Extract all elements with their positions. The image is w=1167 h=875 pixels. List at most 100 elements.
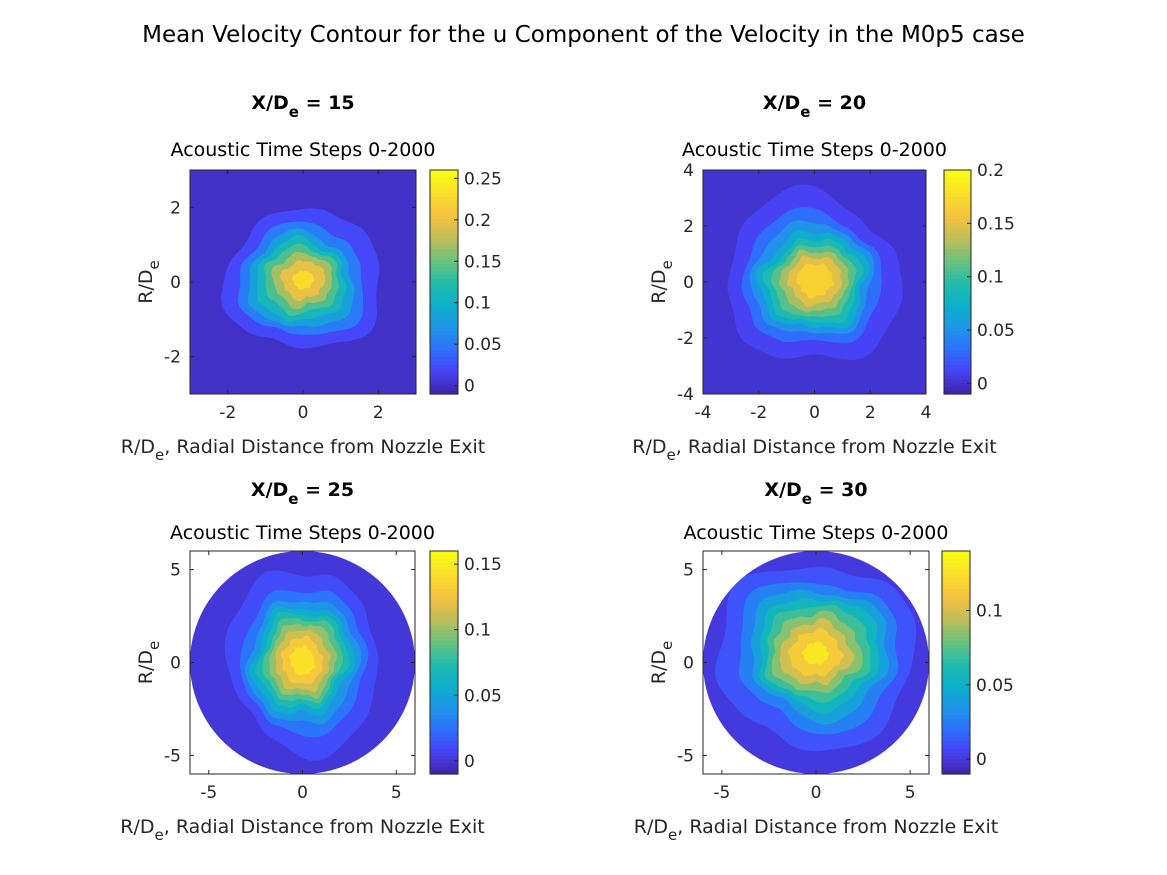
colorbar-tick-label: 0 bbox=[977, 374, 988, 394]
colorbar-segment bbox=[430, 289, 458, 294]
colorbar-segment bbox=[430, 308, 458, 313]
colorbar: 0 0.05 0.1 0.15 0.2 0.25 bbox=[429, 169, 502, 397]
colorbar-segment bbox=[942, 595, 970, 600]
colorbar-segment bbox=[942, 736, 970, 742]
colorbar-segment bbox=[942, 751, 970, 757]
colorbar-segment bbox=[944, 352, 971, 358]
colorbar-segment bbox=[944, 334, 971, 339]
subplot-4: -5 0 5 -5 0 5 X/De = 30 Acoustic Time Steps 0-2… bbox=[634, 479, 1014, 844]
colorbar-segment bbox=[942, 710, 970, 716]
colorbar-segment bbox=[430, 610, 458, 615]
colorbar-segment bbox=[944, 371, 971, 376]
colorbar-segment bbox=[942, 551, 970, 556]
colorbar-segment bbox=[944, 382, 971, 388]
colorbar-segment bbox=[430, 580, 458, 586]
x-axis-label: R/De, Radial Distance from Nozzle Exit bbox=[634, 816, 998, 844]
contour-field bbox=[703, 551, 929, 774]
colorbar-segment bbox=[430, 382, 458, 388]
colorbar-segment bbox=[942, 703, 970, 708]
colorbar-segment bbox=[430, 684, 458, 690]
colorbar-segment bbox=[942, 558, 970, 563]
colorbar-segment bbox=[942, 599, 970, 604]
colorbar-segment bbox=[944, 289, 971, 294]
y-tick-label: -2 bbox=[164, 348, 181, 368]
colorbar-segment bbox=[430, 214, 458, 220]
colorbar-segment bbox=[944, 300, 971, 305]
colorbar-segment bbox=[942, 658, 970, 664]
colorbar-segment bbox=[944, 214, 971, 220]
colorbar-segment bbox=[942, 695, 970, 701]
colorbar-segment bbox=[430, 714, 458, 719]
colorbar-segment bbox=[430, 692, 458, 697]
colorbar-segment bbox=[430, 341, 458, 347]
colorbar-frame bbox=[429, 550, 459, 775]
subplot-subtitle: Acoustic Time Steps 0-2000 bbox=[171, 139, 436, 161]
colorbar-segment bbox=[944, 326, 971, 332]
colorbar-frame bbox=[429, 169, 459, 395]
colorbar-segment bbox=[944, 181, 971, 186]
colorbar-segment bbox=[430, 681, 458, 686]
colorbar-tick-label: 0 bbox=[464, 377, 475, 397]
colorbar-segment bbox=[430, 673, 458, 678]
colorbar-segment bbox=[430, 629, 458, 634]
colorbar-segment bbox=[944, 255, 971, 261]
colorbar-segment bbox=[944, 367, 971, 373]
colorbar-segment bbox=[430, 173, 458, 179]
colorbar-segment bbox=[430, 240, 458, 246]
colorbar-segment bbox=[944, 192, 971, 197]
y-axis-label: R/De bbox=[135, 641, 163, 684]
colorbar-segment bbox=[430, 267, 458, 272]
colorbar-segment bbox=[430, 371, 458, 376]
colorbar-segment bbox=[944, 240, 971, 246]
colorbar-segment bbox=[430, 270, 458, 276]
colorbar-segment bbox=[430, 326, 458, 332]
subplot-subtitle: Acoustic Time Steps 0-2000 bbox=[684, 522, 949, 544]
x-tick-label: -2 bbox=[750, 403, 767, 423]
colorbar-segment bbox=[430, 255, 458, 261]
colorbar-segment bbox=[430, 573, 458, 578]
y-axis-label: R/De bbox=[648, 641, 676, 684]
colorbar-segment bbox=[430, 222, 458, 227]
subplot-title: X/De = 25 bbox=[251, 479, 354, 508]
colorbar-segment bbox=[944, 345, 971, 350]
x-tick-label: 5 bbox=[905, 783, 916, 803]
y-tick-label: 4 bbox=[683, 161, 694, 181]
colorbar-segment bbox=[430, 375, 458, 380]
colorbar-segment bbox=[944, 229, 971, 235]
colorbar-segment bbox=[942, 762, 970, 768]
colorbar-segment bbox=[942, 629, 970, 634]
colorbar-segment bbox=[430, 599, 458, 604]
colorbar-segment bbox=[430, 759, 458, 764]
colorbar-segment bbox=[942, 655, 970, 660]
colorbar: 0 0.05 0.1 bbox=[941, 550, 1014, 775]
colorbar-segment bbox=[942, 632, 970, 638]
colorbar-tick-label: 0.25 bbox=[464, 169, 502, 189]
colorbar-segment bbox=[430, 603, 458, 608]
colorbar-segment bbox=[430, 740, 458, 745]
colorbar-segment bbox=[944, 211, 971, 216]
colorbar-segment bbox=[942, 740, 970, 745]
colorbar-segment bbox=[944, 248, 971, 253]
colorbar-segment bbox=[430, 390, 458, 395]
colorbar-segment bbox=[430, 360, 458, 365]
colorbar: 0 0.05 0.1 0.15 0.2 bbox=[943, 161, 1015, 395]
y-axis-label: R/De bbox=[135, 260, 163, 303]
colorbar-segment bbox=[944, 296, 971, 302]
colorbar-segment bbox=[430, 237, 458, 242]
y-tick-label: 5 bbox=[683, 561, 694, 581]
x-axis-label: R/De, Radial Distance from Nozzle Exit bbox=[121, 436, 485, 464]
colorbar-segment bbox=[944, 278, 971, 283]
colorbar-segment bbox=[944, 360, 971, 365]
colorbar-segment bbox=[944, 304, 971, 309]
colorbar-tick-label: 0 bbox=[464, 752, 475, 772]
colorbar-segment bbox=[942, 640, 970, 645]
colorbar-frame bbox=[941, 550, 971, 775]
colorbar-segment bbox=[430, 345, 458, 350]
colorbar-segment bbox=[430, 311, 458, 317]
colorbar-tick-label: 0.1 bbox=[977, 268, 1004, 288]
colorbar-segment bbox=[430, 233, 458, 238]
colorbar-segment bbox=[430, 558, 458, 563]
colorbar-segment bbox=[430, 259, 458, 264]
colorbar-segment bbox=[944, 270, 971, 276]
